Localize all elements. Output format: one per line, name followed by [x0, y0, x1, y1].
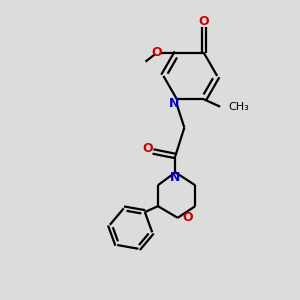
Text: N: N	[169, 97, 180, 110]
Text: O: O	[198, 15, 209, 28]
Text: O: O	[142, 142, 153, 155]
Text: O: O	[152, 46, 162, 59]
Text: O: O	[182, 211, 193, 224]
Text: N: N	[170, 171, 181, 184]
Text: CH₃: CH₃	[229, 102, 249, 112]
